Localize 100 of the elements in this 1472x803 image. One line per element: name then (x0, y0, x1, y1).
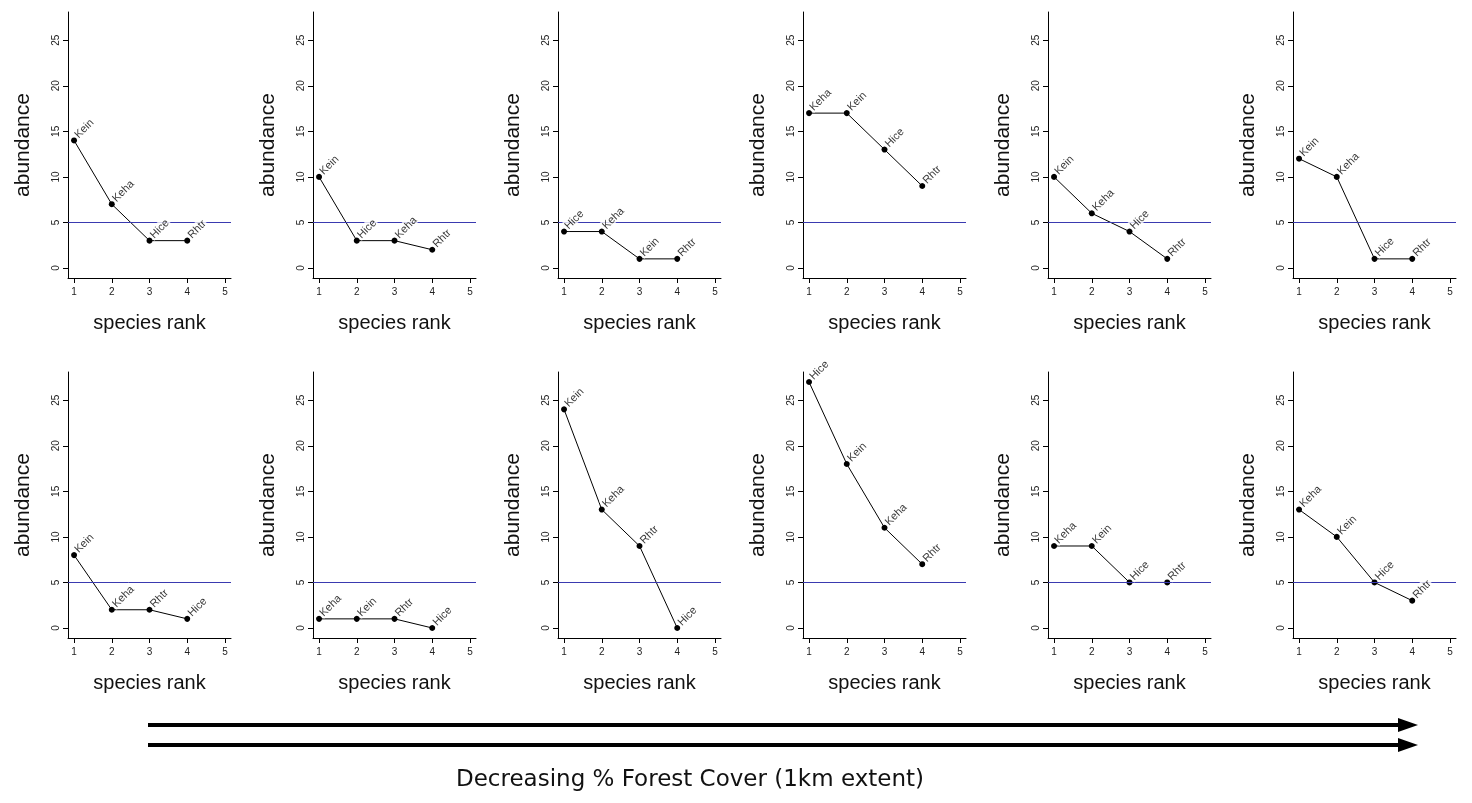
x-tick-label: 5 (467, 645, 474, 657)
annotation: Hice (1372, 558, 1397, 583)
x-tick-label: 1 (316, 285, 323, 297)
x-tick-label: 4 (1409, 285, 1416, 297)
y-axis-title: abundance (745, 93, 768, 197)
x-tick-label: 5 (222, 285, 229, 297)
y-tick-label: 0 (784, 264, 796, 271)
x-axis-title: species rank (1318, 671, 1432, 693)
annotation: Rhtr (1164, 558, 1189, 583)
y-tick-label: 5 (539, 219, 551, 226)
annotation: Kein (1296, 134, 1321, 159)
x-tick-label: 3 (391, 285, 398, 297)
x-tick-label: 2 (1333, 645, 1340, 657)
x-tick-label: 2 (353, 645, 360, 657)
y-tick-label: 10 (1029, 530, 1041, 543)
x-tick-label: 5 (957, 285, 964, 297)
x-tick-label: 3 (1126, 285, 1133, 297)
y-tick-label: 10 (1029, 170, 1041, 183)
y-tick-label: 25 (1029, 34, 1041, 46)
x-tick-label: 1 (316, 645, 323, 657)
y-tick-label: 0 (1274, 624, 1286, 631)
point (919, 561, 926, 568)
annotation: Rhtr (1409, 235, 1434, 259)
annotation: Hice (1127, 558, 1152, 583)
x-tick-label: 4 (919, 285, 926, 297)
x-tick-label: 1 (1051, 285, 1058, 297)
x-tick-label: 2 (843, 645, 850, 657)
x-tick-label: 5 (222, 645, 229, 657)
y-axis-title: abundance (500, 93, 523, 197)
y-tick-label: 15 (294, 125, 306, 137)
y-tick-label: 5 (1029, 579, 1041, 586)
point (561, 406, 568, 413)
y-tick-label: 10 (784, 530, 796, 543)
annotation: Hice (184, 594, 209, 619)
x-tick-label: 4 (1164, 645, 1171, 657)
x-tick-label: 3 (146, 285, 153, 297)
y-tick-label: 25 (294, 394, 306, 406)
y-tick-label: 5 (1274, 219, 1286, 226)
x-tick-label: 3 (146, 645, 153, 657)
x-tick-label: 2 (598, 645, 605, 657)
annotation: Hice (147, 216, 172, 241)
y-tick-label: 10 (49, 530, 61, 543)
annotation: Kein (637, 234, 662, 259)
x-tick-label: 4 (919, 645, 926, 657)
y-tick-label: 20 (49, 79, 61, 92)
y-tick-label: 20 (1029, 439, 1041, 452)
point (1409, 255, 1416, 262)
x-tick-label: 2 (1088, 285, 1095, 297)
y-tick-label: 15 (1029, 485, 1041, 497)
y-tick-label: 25 (1029, 394, 1041, 406)
annotation: Hice (882, 125, 907, 150)
point (71, 552, 78, 559)
annotation: Kein (354, 594, 379, 619)
x-tick-label: 3 (881, 285, 888, 297)
x-tick-label: 5 (712, 285, 719, 297)
y-tick-label: 20 (294, 79, 306, 92)
y-tick-label: 15 (1274, 485, 1286, 497)
y-tick-label: 0 (1029, 624, 1041, 631)
point (1371, 255, 1378, 262)
y-tick-label: 20 (1029, 79, 1041, 92)
y-tick-label: 25 (294, 34, 306, 46)
annotation: Rhtr (429, 226, 454, 250)
y-tick-label: 5 (49, 219, 61, 226)
y-tick-label: 15 (49, 485, 61, 497)
y-tick-label: 0 (294, 624, 306, 631)
x-tick-label: 2 (1088, 645, 1095, 657)
point (108, 606, 115, 613)
y-tick-label: 20 (1274, 439, 1286, 452)
y-tick-label: 0 (49, 624, 61, 631)
y-tick-label: 5 (294, 219, 306, 226)
y-tick-label: 15 (784, 485, 796, 497)
annotation: Rhtr (919, 162, 944, 186)
annotation: Rhtr (147, 586, 171, 610)
point (881, 146, 888, 153)
annotation: Rhtr (1409, 576, 1434, 601)
text: Decreasing % Forest Cover (1km extent) (455, 765, 925, 791)
x-tick-label: 4 (429, 285, 436, 297)
annotation: Hice (1372, 234, 1397, 259)
point (1164, 255, 1171, 262)
x-tick-label: 3 (391, 645, 398, 657)
y-tick-label: 20 (1274, 79, 1286, 92)
x-tick-label: 4 (674, 285, 681, 297)
x-axis-title: species rank (93, 311, 207, 333)
x-tick-label: 4 (674, 645, 681, 657)
y-tick-label: 0 (784, 624, 796, 631)
x-tick-label: 1 (806, 285, 813, 297)
y-tick-label: 25 (784, 34, 796, 46)
annotation: Hice (561, 207, 586, 232)
y-tick-label: 15 (539, 125, 551, 137)
y-tick-label: 25 (539, 394, 551, 406)
y-tick-label: 10 (1274, 530, 1286, 543)
point (806, 110, 813, 117)
x-axis-title: species rank (583, 311, 697, 333)
y-tick-label: 25 (539, 34, 551, 46)
y-axis-title: abundance (500, 453, 523, 557)
y-tick-label: 10 (1274, 170, 1286, 183)
y-tick-label: 25 (1274, 394, 1286, 406)
point (353, 237, 360, 244)
point (184, 237, 191, 244)
y-tick-label: 20 (294, 439, 306, 452)
